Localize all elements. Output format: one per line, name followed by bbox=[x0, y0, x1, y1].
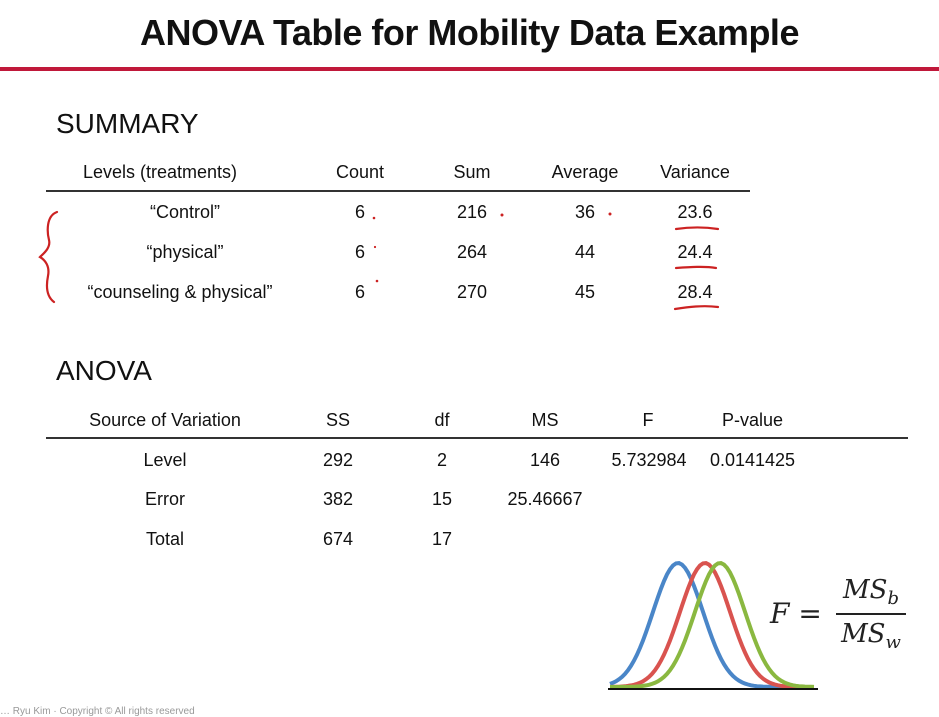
summary-cell-count: 6 bbox=[354, 202, 365, 222]
formula-numerator: MSb bbox=[836, 575, 906, 609]
anova-col-ss: SS bbox=[325, 410, 350, 430]
summary-cell-level: “counseling & physical” bbox=[87, 282, 273, 302]
anova-col-ms: MS bbox=[531, 410, 559, 430]
summary-cell-variance: 24.4 bbox=[677, 242, 713, 262]
denominator-text: MS bbox=[841, 619, 886, 649]
anova-cell-ms: 25.46667 bbox=[507, 489, 583, 509]
copyright-footer: … Ryu Kim · Copyright © All rights reser… bbox=[0, 706, 195, 717]
fraction-bar bbox=[836, 613, 906, 615]
anova-col-f: F bbox=[642, 410, 654, 430]
anova-cell-ss: 382 bbox=[322, 489, 354, 509]
summary-cell-variance: 23.6 bbox=[677, 202, 713, 222]
anova-cell-source: Error bbox=[145, 489, 185, 509]
anova-col-pvalue: P-value bbox=[721, 410, 784, 430]
summary-cell-count: 6 bbox=[354, 242, 365, 262]
anova-cell-ss: 292 bbox=[322, 450, 354, 470]
summary-col-variance: Variance bbox=[660, 162, 730, 182]
summary-header-rule bbox=[46, 190, 750, 192]
formula-denominator: MSw bbox=[836, 619, 906, 653]
underline-variance-3 bbox=[673, 305, 720, 311]
summary-cell-level: “physical” bbox=[146, 242, 224, 262]
anova-cell-df: 2 bbox=[436, 450, 447, 470]
title-divider bbox=[0, 67, 939, 71]
summary-cell-sum: 216 bbox=[456, 202, 488, 222]
slide-title: ANOVA Table for Mobility Data Example bbox=[140, 12, 799, 53]
summary-col-levels: Levels (treatments) bbox=[82, 162, 238, 182]
anova-cell-df: 17 bbox=[431, 529, 453, 549]
formula-lhs: F = bbox=[770, 597, 822, 630]
anova-header-rule bbox=[46, 437, 908, 439]
summary-col-average: Average bbox=[551, 162, 619, 182]
summary-cell-level: “Control” bbox=[149, 202, 220, 222]
anova-cell-pvalue: 0.0141425 bbox=[709, 450, 796, 470]
anova-col-df: df bbox=[434, 410, 450, 430]
anova-cell-ms: 146 bbox=[529, 450, 561, 470]
summary-cell-average: 36 bbox=[574, 202, 596, 222]
summary-cell-average: 45 bbox=[574, 282, 596, 302]
summary-cell-count: 6 bbox=[354, 282, 365, 302]
anova-heading: ANOVA bbox=[56, 355, 152, 386]
anova-cell-source: Level bbox=[143, 450, 187, 470]
anova-cell-df: 15 bbox=[431, 489, 453, 509]
anova-cell-ss: 674 bbox=[322, 529, 354, 549]
summary-cell-average: 44 bbox=[574, 242, 596, 262]
numerator-text: MS bbox=[843, 575, 888, 605]
underline-variance-1 bbox=[674, 226, 720, 231]
denominator-subscript: w bbox=[885, 632, 901, 654]
anova-cell-f: 5.732984 bbox=[611, 450, 687, 470]
summary-col-sum: Sum bbox=[453, 162, 491, 182]
anova-cell-source: Total bbox=[145, 529, 185, 549]
summary-cell-variance: 28.4 bbox=[677, 282, 713, 302]
summary-cell-sum: 270 bbox=[456, 282, 488, 302]
anova-col-source: Source of Variation bbox=[89, 410, 241, 430]
summary-heading: SUMMARY bbox=[56, 108, 199, 139]
numerator-subscript: b bbox=[887, 588, 899, 610]
f-statistic-formula: F = MSb MSw bbox=[770, 575, 920, 655]
summary-cell-sum: 264 bbox=[456, 242, 488, 262]
underline-variance-2 bbox=[674, 265, 718, 270]
summary-col-count: Count bbox=[335, 162, 385, 182]
